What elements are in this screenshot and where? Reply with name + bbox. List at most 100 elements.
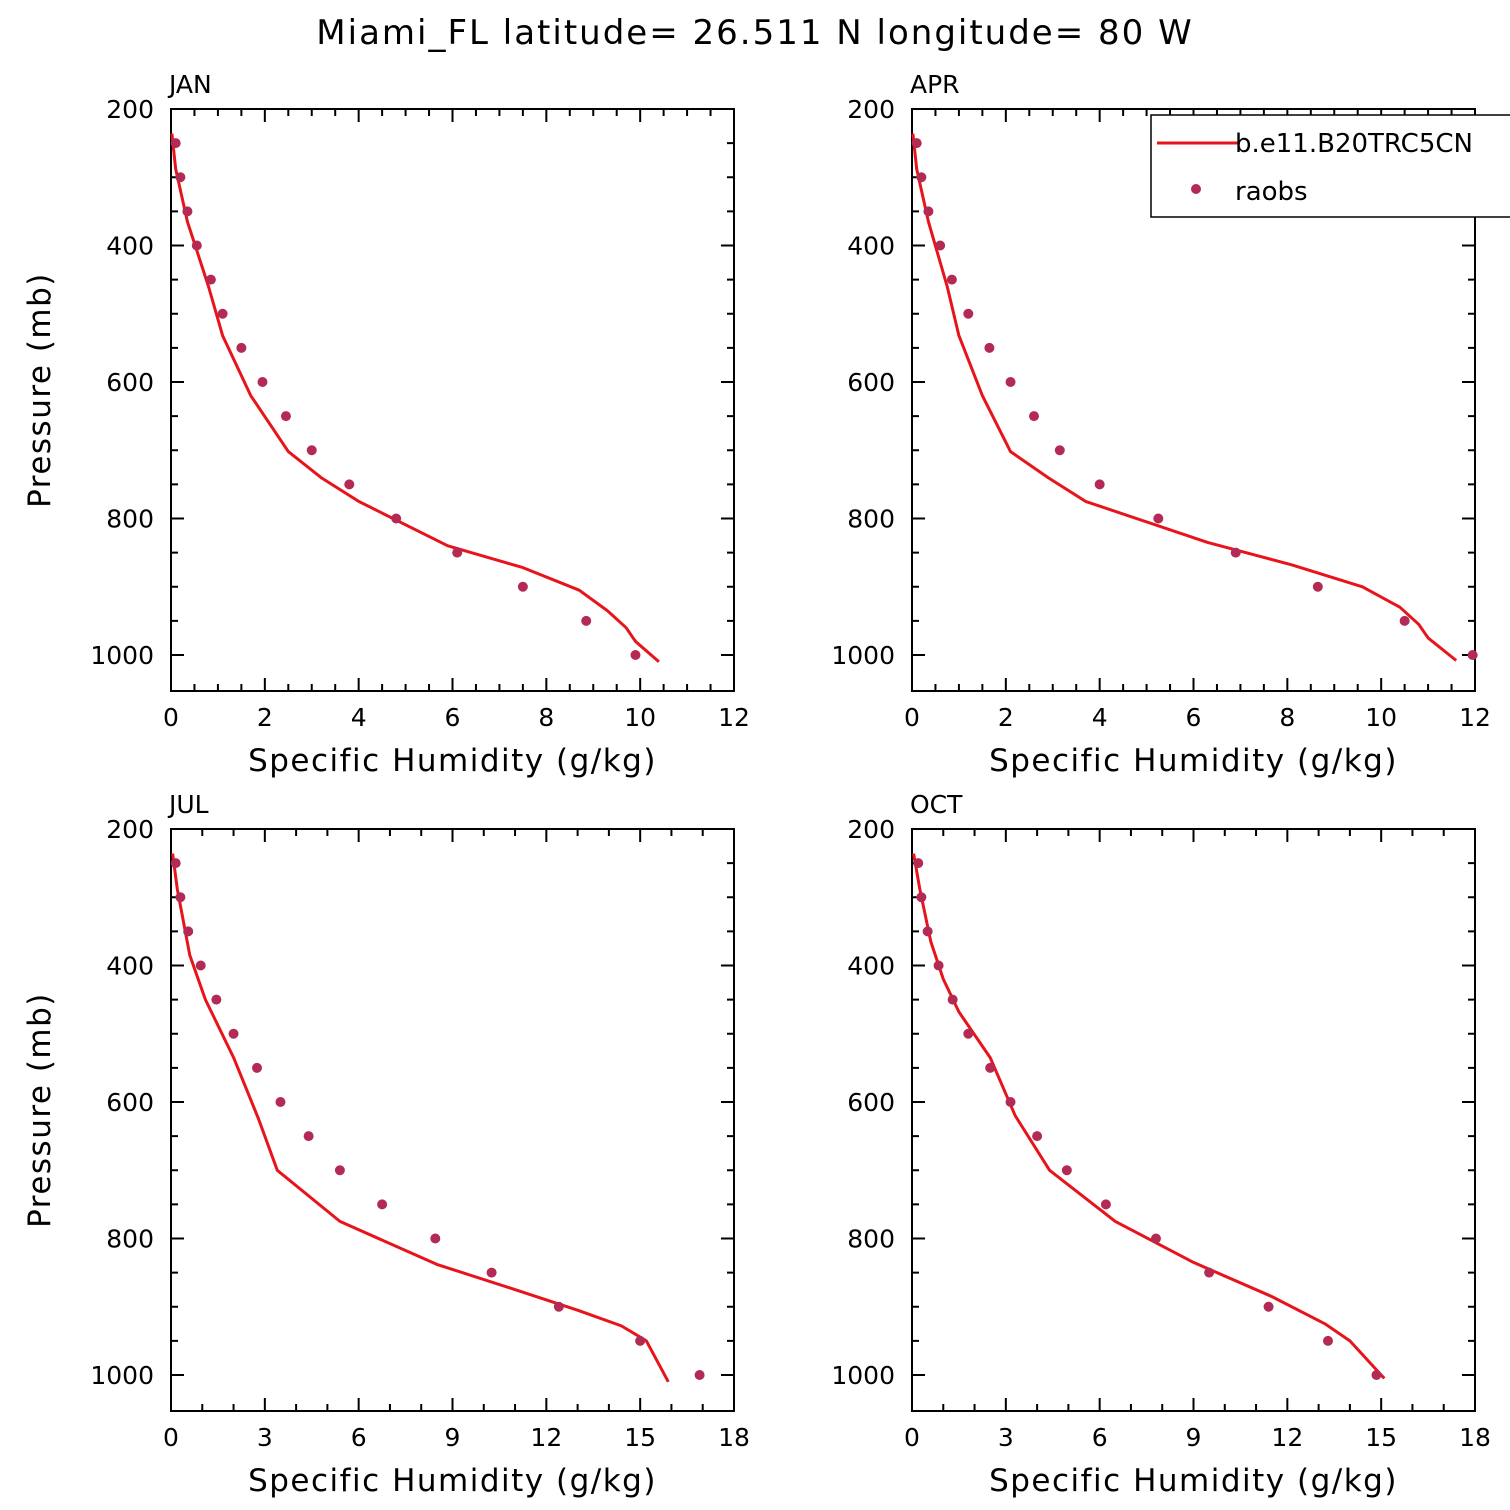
- raobs-point: [377, 1199, 388, 1210]
- raobs-point: [984, 342, 995, 353]
- raobs-point: [306, 445, 317, 456]
- plot-frame: [170, 828, 735, 1412]
- y-tick-label: 200: [847, 815, 895, 844]
- y-tick-label: 800: [106, 1225, 154, 1254]
- panel-label: JUL: [167, 790, 209, 819]
- x-tick-label: 2: [998, 703, 1014, 732]
- raobs-point: [1399, 615, 1410, 626]
- raobs-point: [303, 1131, 314, 1142]
- raobs-point: [963, 308, 974, 319]
- raobs-point: [452, 547, 463, 558]
- legend-box: [1150, 114, 1510, 218]
- x-tick-label: 6: [445, 703, 461, 732]
- panel-oct: 0 3 6 9 12 15 18 200 400 600 800 1000 OCT Specific Hu…: [831, 790, 1491, 1499]
- y-tick-label: 600: [847, 368, 895, 397]
- x-tick-label: 6: [1092, 1423, 1108, 1452]
- raobs-point: [391, 513, 402, 524]
- y-tick-label: 800: [847, 505, 895, 534]
- raobs-point: [1028, 411, 1039, 422]
- panel-label: OCT: [910, 790, 963, 819]
- raobs-point: [1204, 1267, 1215, 1278]
- x-tick-label: 8: [1279, 703, 1295, 732]
- raobs-point: [195, 960, 206, 971]
- y-tick-label: 200: [106, 815, 154, 844]
- y-tick-label: 600: [106, 368, 154, 397]
- legend-dot-marker: [1191, 184, 1201, 194]
- x-tick-label: 4: [1092, 703, 1108, 732]
- series-line-model: [171, 853, 670, 1383]
- x-tick-label: 9: [445, 1423, 461, 1452]
- raobs-point: [170, 138, 181, 149]
- series-line-model: [911, 133, 1458, 662]
- x-tick-label: 10: [624, 703, 656, 732]
- raobs-point: [1032, 1131, 1043, 1142]
- raobs-point: [963, 1028, 974, 1039]
- raobs-point: [257, 377, 268, 387]
- x-axis-label: Specific Humidity (g/kg): [248, 743, 657, 779]
- x-tick-label: 18: [718, 1423, 750, 1452]
- raobs-point: [517, 581, 528, 592]
- panel-jan: 0 2 4 6 8 10 12 200 400 600 800 1000 JAN Specific Hum…: [22, 70, 750, 779]
- raobs-point: [1263, 1301, 1274, 1312]
- y-tick-label: 600: [847, 1088, 895, 1117]
- y-tick-label: 1000: [831, 641, 895, 670]
- x-tick-label: 6: [351, 1423, 367, 1452]
- y-tick-label: 400: [847, 952, 895, 981]
- x-tick-label: 15: [1365, 1423, 1397, 1452]
- plot-frame: [911, 828, 1476, 1412]
- raobs-point: [1371, 1370, 1382, 1380]
- raobs-point: [933, 960, 944, 971]
- legend-dot-label: raobs: [1235, 177, 1308, 207]
- x-tick-label: 12: [718, 703, 750, 732]
- x-tick-label: 15: [624, 1423, 656, 1452]
- raobs-point: [430, 1233, 441, 1244]
- raobs-point: [228, 1028, 239, 1039]
- series-line-model: [170, 133, 660, 663]
- x-axis-label: Specific Humidity (g/kg): [989, 1463, 1398, 1499]
- raobs-point: [553, 1301, 564, 1312]
- x-axis-label: Specific Humidity (g/kg): [989, 743, 1398, 779]
- y-tick-label: 1000: [90, 641, 154, 670]
- panel-label: APR: [910, 70, 960, 99]
- y-tick-label: 600: [106, 1088, 154, 1117]
- raobs-point: [1005, 1097, 1016, 1107]
- raobs-point: [635, 1335, 646, 1346]
- y-axis-label: Pressure (mb): [22, 272, 58, 508]
- x-tick-label: 3: [998, 1423, 1014, 1452]
- y-tick-label: 400: [106, 952, 154, 981]
- x-tick-label: 0: [904, 703, 920, 732]
- raobs-point: [175, 892, 186, 903]
- raobs-point: [1094, 479, 1105, 490]
- panel-apr: 0 2 4 6 8 10 12 200 400 600 800 1000 APR Specific Hum…: [831, 70, 1491, 779]
- raobs-point: [581, 615, 592, 626]
- raobs-point: [913, 858, 924, 869]
- chart-title: Miami_FL latitude= 26.511 N longitude= 8…: [316, 13, 1193, 53]
- raobs-point: [1005, 377, 1016, 387]
- y-tick-label: 800: [106, 505, 154, 534]
- series-line-model: [912, 853, 1386, 1380]
- legend-line-label: b.e11.B20TRC5CN: [1235, 129, 1473, 159]
- raobs-point: [175, 172, 186, 183]
- raobs-point: [217, 308, 228, 319]
- raobs-point: [280, 411, 291, 422]
- raobs-point: [911, 138, 922, 149]
- x-tick-label: 18: [1459, 1423, 1491, 1452]
- y-tick-label: 400: [106, 232, 154, 261]
- y-tick-label: 200: [847, 95, 895, 124]
- raobs-point: [1322, 1335, 1333, 1346]
- raobs-point: [630, 650, 641, 660]
- raobs-point: [946, 274, 957, 285]
- raobs-point: [916, 892, 927, 903]
- y-tick-label: 400: [847, 232, 895, 261]
- raobs-point: [205, 274, 216, 285]
- y-axis-label: Pressure (mb): [22, 992, 58, 1228]
- panel-jul: 0 3 6 9 12 15 18 200 400 600 800 1000 JUL Specific Hu…: [22, 790, 750, 1499]
- x-tick-label: 12: [530, 1423, 562, 1452]
- x-tick-label: 4: [351, 703, 367, 732]
- raobs-point: [947, 994, 958, 1005]
- raobs-point: [344, 479, 355, 490]
- raobs-point: [1061, 1165, 1072, 1176]
- x-tick-label: 2: [257, 703, 273, 732]
